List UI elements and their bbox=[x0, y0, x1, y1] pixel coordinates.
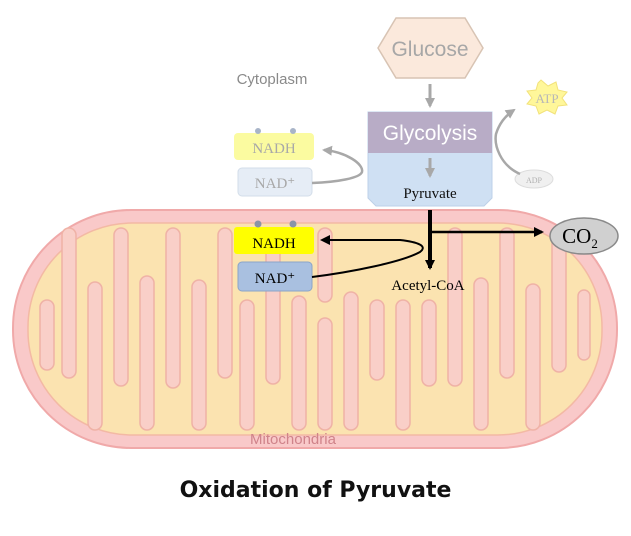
arrow-adp-to-atp bbox=[494, 108, 521, 176]
adp-node: ADP bbox=[514, 169, 554, 189]
cytoplasm-label: Cytoplasm bbox=[237, 71, 308, 88]
mitochondria-nadh-pair: NADH NAD⁺ bbox=[234, 220, 424, 292]
nad-top-label: NAD⁺ bbox=[255, 176, 295, 192]
glycolysis-label: Glycolysis bbox=[383, 122, 478, 145]
diagram-caption: Oxidation of Pyruvate bbox=[179, 478, 452, 503]
nadh-top-label: NADH bbox=[252, 141, 295, 157]
cristae bbox=[39, 227, 591, 431]
co2-node: CO2 bbox=[549, 217, 619, 255]
arrow-nad-to-nadh-mito bbox=[311, 235, 424, 278]
glucose-node: Glucose bbox=[377, 17, 484, 79]
adp-label: ADP bbox=[526, 176, 543, 185]
nadh-mito-label: NADH bbox=[252, 236, 295, 252]
co2-label: CO2 bbox=[562, 224, 598, 251]
atp-burst: ATP bbox=[526, 79, 568, 115]
arrow-nad-to-nadh-top bbox=[311, 145, 364, 185]
pyruvate-label: Pyruvate bbox=[403, 186, 457, 202]
glycolysis-box: Glycolysis Pyruvate bbox=[367, 111, 493, 207]
cytoplasm-nadh-pair: NADH NAD⁺ bbox=[234, 128, 364, 197]
nad-mito-label: NAD⁺ bbox=[255, 271, 295, 287]
acetyl-coa-label: Acetyl-CoA bbox=[391, 278, 464, 294]
atp-label: ATP bbox=[535, 91, 558, 106]
mitochondria-label: Mitochondria bbox=[250, 431, 337, 448]
mitochondrion: Mitochondria bbox=[12, 209, 618, 449]
glucose-label: Glucose bbox=[391, 38, 468, 61]
